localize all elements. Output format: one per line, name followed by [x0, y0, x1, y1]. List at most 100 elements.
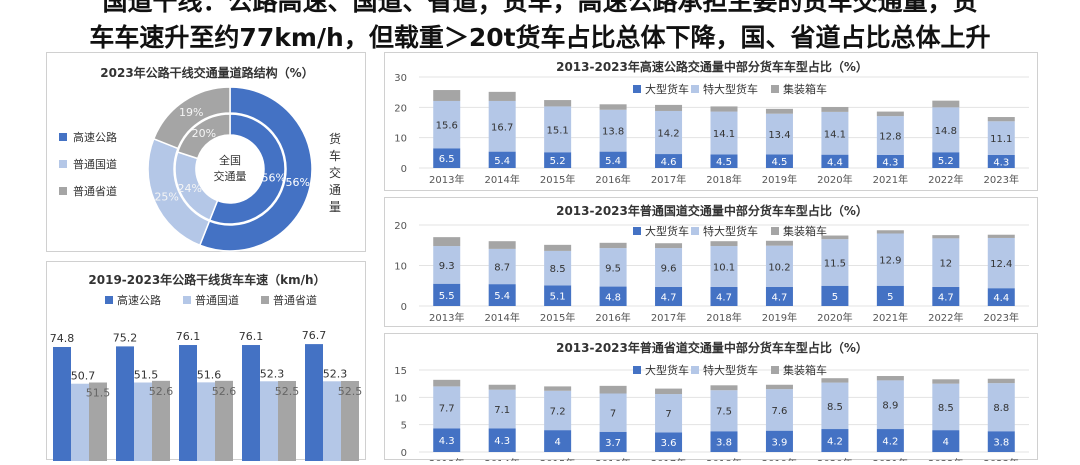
donut-panel: 2023年公路干线交通量道路结构（%） 高速公路 普通国道 普通省道 56% 25% 1… — [46, 52, 366, 252]
donut-outer-value-2: 25% — [154, 190, 178, 203]
speed-value-2019年-普通省道: 51.5 — [86, 387, 111, 400]
speed-value-2020年-普通省道: 52.6 — [149, 385, 174, 398]
nr-xtick-4: 2016年 — [595, 311, 630, 324]
pr-bar-2016年-特大型货车 — [599, 393, 627, 432]
hw-value-2013年-大型货车: 6.5 — [439, 154, 455, 165]
speed-value-2023年-普通省道: 52.5 — [338, 385, 363, 398]
nr-legend-label-3: 集装箱车 — [783, 224, 827, 238]
speed-chart: 2019-2023年公路干线货车车速（km/h） 高速公路 普通国道 普通省道 74… — [50, 272, 363, 461]
pr-value-2017年-大型货车: 3.6 — [661, 438, 677, 449]
speed-bar-2019年-普通国道 — [71, 383, 89, 461]
hw-value-2020年-特大型货车: 14.1 — [824, 129, 846, 140]
pr-bar-2020年-大型货车 — [821, 429, 849, 452]
donut-inner-value-1: 56% — [261, 171, 285, 184]
hw-xtick-3: 2015年 — [540, 173, 575, 186]
nr-value-2018年-大型货车: 4.7 — [716, 292, 732, 303]
pr-bar-2019年-集装箱车 — [765, 384, 793, 390]
speed-legend-swatch-2 — [183, 296, 191, 304]
hw-value-2015年-特大型货车: 15.1 — [547, 125, 569, 136]
nr-legend-swatch-1 — [633, 227, 641, 235]
nr-bar-2020年-集装箱车 — [821, 235, 849, 240]
speed-value-2022年-高速公路: 76.1 — [239, 330, 264, 343]
hw-legend-swatch-2 — [691, 85, 699, 93]
nr-bar-2019年-大型货车 — [765, 286, 793, 306]
pr-xtick-4: 2016年 — [595, 457, 630, 461]
hw-value-2018年-大型货车: 4.5 — [716, 157, 732, 168]
nr-value-2022年-特大型货车: 12 — [939, 259, 952, 270]
hw-xtick-10: 2022年 — [928, 173, 963, 186]
donut-outer-value-1: 56% — [286, 176, 310, 189]
hw-bar-2017年-集装箱车 — [655, 104, 683, 111]
hw-panel: 2013-2023年高速公路交通量中部分货车车型占比（%） 0 10 20 30 大型货… — [384, 52, 1038, 191]
donut-center-line-2: 交通量 — [214, 169, 247, 183]
hw-chart: 2013-2023年高速公路交通量中部分货车车型占比（%） 0 10 20 30 大型货… — [394, 59, 1029, 186]
pr-bar-2015年-特大型货车 — [544, 390, 572, 431]
speed-bar-2022年-普通省道 — [278, 380, 296, 461]
nr-value-2013年-大型货车: 5.5 — [439, 291, 455, 302]
pr-ytick-1: 0 — [401, 448, 407, 459]
nr-value-2017年-大型货车: 4.7 — [661, 292, 677, 303]
hw-bar-2019年-集装箱车 — [765, 108, 793, 114]
pr-legend-swatch-3 — [771, 366, 779, 374]
donut-outer-slice-3 — [152, 86, 231, 150]
hw-value-2022年-大型货车: 5.2 — [938, 156, 954, 167]
hw-value-2013年-特大型货车: 15.6 — [436, 121, 458, 132]
donut-outer-label-char-3: 交 — [329, 165, 341, 180]
donut-legend-label-1: 高速公路 — [73, 130, 117, 144]
speed-bar-2021年-普通省道 — [215, 380, 233, 461]
pr-bar-2013年-特大型货车 — [433, 386, 461, 429]
hw-xtick-4: 2016年 — [595, 173, 630, 186]
speed-value-2021年-普通省道: 52.6 — [212, 385, 237, 398]
nr-bar-2022年-大型货车 — [932, 286, 960, 306]
speed-value-2021年-高速公路: 76.1 — [176, 330, 201, 343]
speed-bar-2022年-高速公路 — [242, 345, 260, 461]
speed-bar-2023年-普通国道 — [323, 381, 341, 461]
nr-value-2014年-大型货车: 5.4 — [494, 291, 510, 302]
nr-value-2017年-特大型货车: 9.6 — [661, 264, 677, 275]
hw-bar-2017年-特大型货车 — [655, 110, 683, 155]
pr-xtick-7: 2019年 — [762, 457, 797, 461]
hw-xtick-7: 2019年 — [762, 173, 797, 186]
speed-bar-2022年-普通国道 — [260, 381, 278, 461]
nr-bar-2014年-大型货车 — [488, 284, 516, 306]
nr-ytick-2: 10 — [394, 262, 407, 273]
hw-bar-2018年-大型货车 — [710, 154, 738, 168]
hw-bar-2014年-特大型货车 — [488, 100, 516, 152]
pr-legend-swatch-2 — [691, 366, 699, 374]
hw-bar-2023年-大型货车 — [987, 154, 1015, 168]
pr-panel: 2013-2023年普通省道交通量中部分货车车型占比（%） 0 5 10 15 大型货车… — [384, 333, 1038, 465]
hw-xtick-9: 2021年 — [873, 173, 908, 186]
nr-bar-2017年-集装箱车 — [655, 243, 683, 249]
hw-value-2021年-特大型货车: 12.8 — [879, 132, 901, 143]
speed-bar-2020年-普通省道 — [152, 380, 170, 461]
nr-bar-2020年-特大型货车 — [821, 239, 849, 286]
nr-value-2013年-特大型货车: 9.3 — [439, 261, 455, 272]
speed-value-2023年-高速公路: 76.7 — [302, 329, 327, 342]
pr-bar-2013年-大型货车 — [433, 428, 461, 452]
hw-value-2023年-大型货车: 4.3 — [993, 157, 1009, 168]
nr-value-2023年-特大型货车: 12.4 — [990, 259, 1012, 270]
pr-title: 2013-2023年普通省道交通量中部分货车车型占比（%） — [556, 340, 868, 355]
nr-bar-2018年-大型货车 — [710, 286, 738, 306]
nr-bar-2023年-大型货车 — [987, 288, 1015, 306]
donut-inner-value-2: 24% — [178, 182, 202, 195]
pr-value-2016年-特大型货车: 7 — [610, 409, 616, 420]
pr-bar-2017年-大型货车 — [655, 432, 683, 452]
hw-bar-2016年-集装箱车 — [599, 104, 627, 110]
pr-bar-2022年-集装箱车 — [932, 379, 960, 384]
speed-bar-2019年-普通省道 — [89, 382, 107, 461]
pr-value-2021年-大型货车: 4.2 — [882, 437, 898, 448]
hw-value-2023年-特大型货车: 11.1 — [990, 134, 1012, 145]
hw-bar-2021年-大型货车 — [876, 154, 904, 168]
speed-value-2019年-普通国道: 50.7 — [71, 370, 96, 383]
nr-xtick-8: 2020年 — [817, 311, 852, 324]
pr-bar-2018年-大型货车 — [710, 431, 738, 452]
pr-legend-label-1: 大型货车 — [645, 363, 689, 377]
speed-bar-2023年-高速公路 — [305, 344, 323, 461]
nr-bar-2013年-特大型货车 — [433, 246, 461, 284]
pr-legend-label-3: 集装箱车 — [783, 363, 827, 377]
nr-bar-2023年-集装箱车 — [987, 234, 1015, 238]
speed-value-2022年-普通国道: 52.3 — [260, 367, 285, 380]
pr-bar-2019年-特大型货车 — [765, 389, 793, 431]
pr-value-2023年-特大型货车: 8.8 — [993, 403, 1009, 414]
